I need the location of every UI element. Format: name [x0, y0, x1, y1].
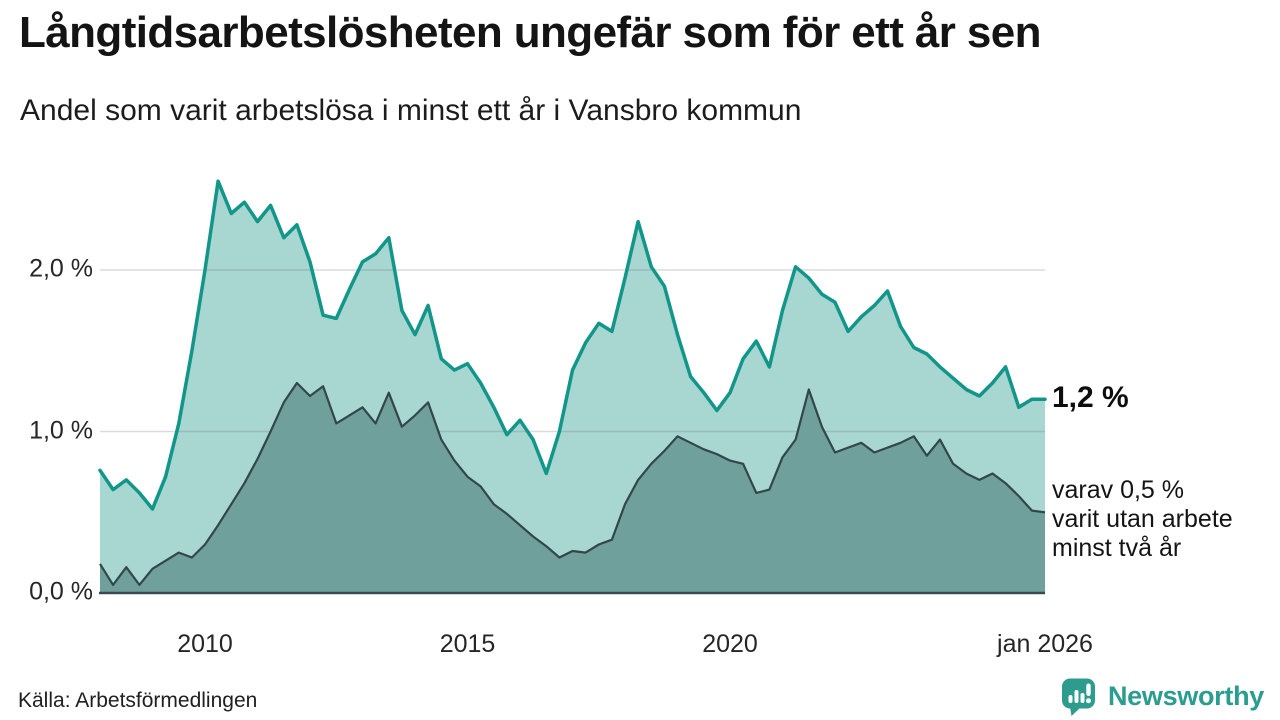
newsworthy-icon	[1061, 678, 1095, 716]
end-value-label: 1,2 %	[1052, 381, 1129, 414]
chart-subtitle: Andel som varit arbetslösa i minst ett å…	[20, 94, 802, 127]
source-note: Källa: Arbetsförmedlingen	[18, 689, 258, 712]
x-tick-label: 2020	[702, 630, 758, 658]
y-tick-label: 1,0 %	[29, 416, 93, 445]
x-tick-label: jan 2026	[997, 630, 1093, 658]
newsworthy-logo: Newsworthy	[1059, 676, 1264, 717]
newsworthy-wordmark: Newsworthy	[1107, 681, 1264, 711]
y-tick-label: 2,0 %	[29, 254, 93, 283]
y-tick-label: 0,0 %	[29, 577, 93, 606]
x-tick-label: 2010	[177, 630, 233, 658]
area-two-year	[100, 383, 1045, 593]
two-year-annotation: varav 0,5 % varit utan arbete minst två …	[1052, 476, 1233, 562]
line-two-year	[99, 381, 1046, 586]
x-tick-label: 2015	[439, 630, 496, 658]
chart-title: Långtidsarbetslösheten ungefär som för e…	[19, 8, 1042, 57]
line-total	[98, 179, 1047, 511]
